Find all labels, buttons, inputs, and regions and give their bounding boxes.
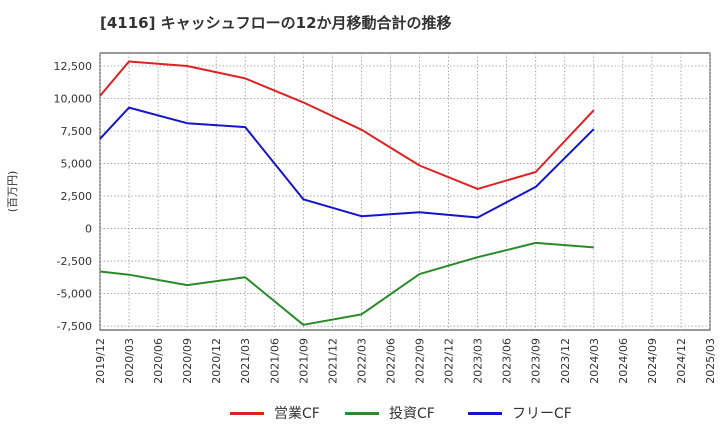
legend-label: 営業CF bbox=[274, 406, 320, 422]
legend-item: 営業CF bbox=[230, 403, 320, 423]
x-tick-label: 2023/03 bbox=[472, 338, 485, 384]
chart-title: [4116] キャッシュフローの12か月移動合計の推移 bbox=[100, 14, 452, 32]
series-line-3 bbox=[99, 106, 595, 219]
y-tick-label: 10,000 bbox=[54, 93, 93, 106]
x-tick-label: 2019/12 bbox=[94, 338, 107, 384]
legend-label: 投資CF bbox=[389, 406, 435, 422]
series-line-2 bbox=[99, 241, 594, 326]
y-tick-label: 5,000 bbox=[61, 158, 93, 171]
x-tick-label: 2022/03 bbox=[355, 338, 368, 384]
x-tick-label: 2021/09 bbox=[297, 338, 310, 384]
legend-item: フリーCF bbox=[468, 403, 572, 423]
x-tick-label: 2020/12 bbox=[210, 338, 223, 384]
x-tick-label: 2020/03 bbox=[123, 338, 136, 384]
series-line-1 bbox=[99, 60, 595, 190]
x-tick-label: 2023/09 bbox=[530, 338, 543, 384]
y-tick-label: -2,500 bbox=[57, 255, 92, 268]
y-tick-label: 2,500 bbox=[61, 190, 93, 203]
y-tick-label: 12,500 bbox=[54, 60, 93, 73]
x-tick-label: 2020/09 bbox=[181, 338, 194, 384]
y-tick-label: -7,500 bbox=[57, 320, 92, 333]
legend-swatch bbox=[468, 411, 502, 415]
y-tick-label: -5,000 bbox=[57, 288, 92, 301]
x-tick-label: 2024/06 bbox=[617, 338, 630, 384]
legend-swatch bbox=[230, 411, 264, 415]
chart-legend: 営業CF 投資CF フリーCF bbox=[0, 403, 720, 427]
x-tick-label: 2024/12 bbox=[675, 338, 688, 384]
chart-plot: 2019/12 2020/03 2020/06 2020/09 2020/12 2021/… bbox=[6, 52, 717, 384]
legend-item: 投資CF bbox=[345, 403, 435, 423]
x-tick-label: 2025/03 bbox=[704, 338, 717, 384]
plot-frame bbox=[99, 52, 711, 331]
x-tick-label: 2022/06 bbox=[384, 338, 397, 384]
x-tick-label: 2023/06 bbox=[501, 338, 514, 384]
x-tick-label: 2022/09 bbox=[414, 338, 427, 384]
y-tick-label: 7,500 bbox=[61, 125, 93, 138]
legend-swatch bbox=[345, 411, 379, 415]
x-tick-label: 2020/06 bbox=[152, 338, 165, 384]
y-axis-label: (百万円) bbox=[6, 171, 19, 213]
x-tick-label: 2021/06 bbox=[268, 338, 281, 384]
x-tick-label: 2022/12 bbox=[443, 338, 456, 384]
x-tick-label: 2021/03 bbox=[239, 338, 252, 384]
x-tick-label: 2024/03 bbox=[588, 338, 601, 384]
x-tick-label: 2023/12 bbox=[559, 338, 572, 384]
legend-label: フリーCF bbox=[512, 406, 572, 422]
x-tick-label: 2021/12 bbox=[326, 338, 339, 384]
y-tick-label: 0 bbox=[85, 223, 92, 236]
x-tick-label: 2024/09 bbox=[646, 338, 659, 384]
